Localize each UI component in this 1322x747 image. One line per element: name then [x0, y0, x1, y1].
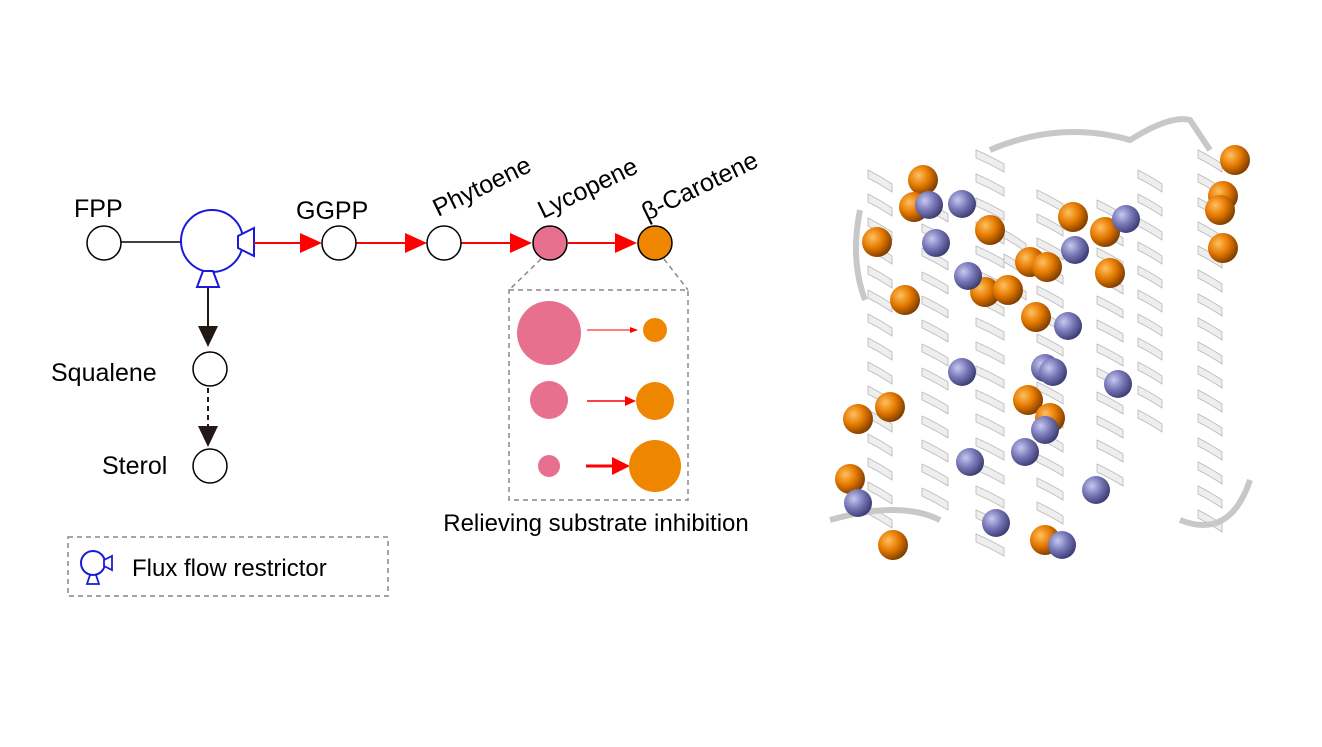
orange-sphere	[862, 227, 892, 257]
orange-sphere	[843, 404, 873, 434]
purple-sphere	[1061, 236, 1089, 264]
orange-sphere	[1013, 385, 1043, 415]
orange-sphere	[890, 285, 920, 315]
flux-arrows	[254, 233, 637, 253]
legend: Flux flow restrictor	[67, 536, 389, 597]
purple-sphere	[1112, 205, 1140, 233]
ggpp-node	[321, 225, 357, 261]
loop-ribbon	[829, 116, 1253, 528]
orange-sphere	[1095, 258, 1125, 288]
phytoene-label: Phytoene	[428, 151, 535, 222]
flux-flow-restrictor-icon	[180, 209, 255, 288]
legend-label: Flux flow restrictor	[132, 555, 327, 582]
orange-sphere	[1220, 145, 1250, 175]
orange-sphere	[1208, 233, 1238, 263]
inset-caption: Relieving substrate inhibition	[443, 510, 749, 537]
fpp-label: FPP	[74, 195, 123, 223]
orange-sphere	[993, 275, 1023, 305]
purple-sphere	[922, 229, 950, 257]
pathway: FPP GGPP Phytoene Lycopene β-Carotene Sq…	[51, 146, 762, 484]
carotene-node	[637, 225, 673, 261]
purple-sphere	[1048, 531, 1076, 559]
substrate-inhibition-inset: Relieving substrate inhibition	[443, 258, 749, 537]
orange-sphere	[878, 530, 908, 560]
orange-sphere	[1090, 217, 1120, 247]
purple-sphere	[982, 509, 1010, 537]
orange-sphere	[835, 464, 865, 494]
purple-sphere	[844, 489, 872, 517]
squalene-node	[192, 351, 228, 387]
orange-sphere	[908, 165, 938, 195]
lycopene-label: Lycopene	[533, 152, 642, 224]
purple-sphere	[1039, 358, 1067, 386]
carotene-label: β-Carotene	[637, 146, 762, 226]
phytoene-node	[426, 225, 462, 261]
orange-sphere	[1032, 252, 1062, 282]
flux-flow-restrictor-icon	[80, 550, 113, 585]
purple-sphere	[956, 448, 984, 476]
sterol-label: Sterol	[102, 452, 167, 480]
squalene-label: Squalene	[51, 359, 157, 387]
purple-sphere	[1082, 476, 1110, 504]
purple-sphere	[1031, 416, 1059, 444]
purple-sphere	[1011, 438, 1039, 466]
sterol-node	[192, 448, 228, 484]
orange-sphere	[1205, 195, 1235, 225]
helix-ribbon	[1137, 169, 1163, 433]
orange-sphere	[975, 215, 1005, 245]
orange-sphere	[875, 392, 905, 422]
orange-sphere	[1058, 202, 1088, 232]
orange-sphere	[1021, 302, 1051, 332]
ggpp-label: GGPP	[296, 197, 368, 225]
purple-sphere	[915, 191, 943, 219]
lycopene-node	[532, 225, 568, 261]
purple-sphere	[1104, 370, 1132, 398]
helix-ribbon	[867, 169, 893, 529]
purple-sphere	[954, 262, 982, 290]
purple-sphere	[948, 358, 976, 386]
fpp-node	[86, 225, 122, 261]
helix-ribbon	[975, 149, 1005, 557]
protein-structure	[829, 116, 1253, 560]
purple-sphere	[948, 190, 976, 218]
purple-sphere	[1054, 312, 1082, 340]
